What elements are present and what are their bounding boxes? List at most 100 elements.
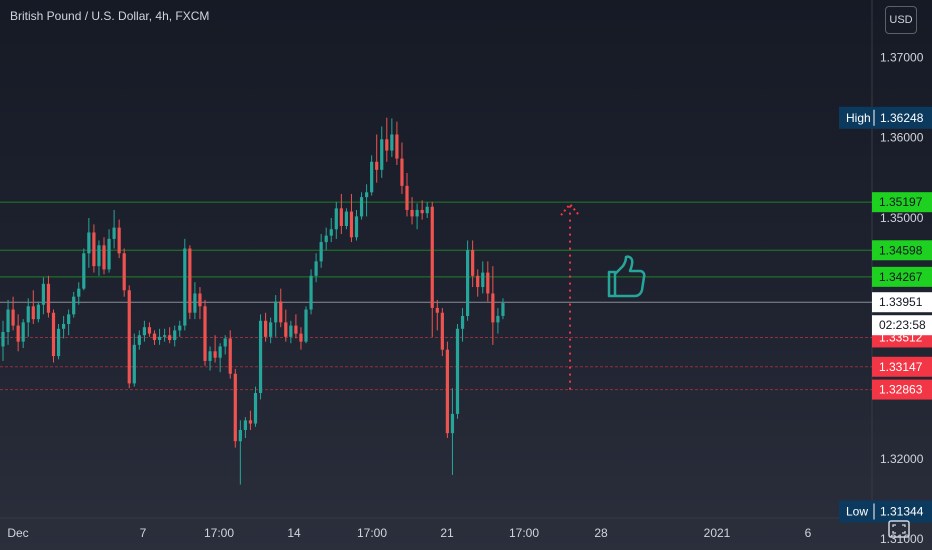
candle-body	[178, 325, 182, 331]
high-tag-bg	[839, 106, 932, 129]
candle	[117, 219, 121, 259]
candle	[476, 269, 480, 297]
countdown-tag-text: 02:23:58	[879, 318, 926, 332]
candle	[385, 117, 389, 162]
candle	[31, 290, 35, 324]
candle	[380, 126, 384, 178]
candle	[72, 291, 76, 318]
candle	[466, 240, 470, 321]
candle-body	[188, 248, 192, 313]
currency-button[interactable]: USD	[885, 6, 917, 34]
candle-body	[314, 261, 318, 276]
candle	[334, 201, 338, 239]
candle-body	[16, 325, 20, 342]
candle	[420, 200, 424, 220]
candle-body	[208, 351, 212, 361]
candle	[471, 240, 475, 288]
candle-body	[324, 235, 328, 243]
candle	[238, 420, 242, 485]
candle	[198, 287, 202, 320]
candle-body	[395, 134, 399, 159]
candle-body	[354, 216, 359, 238]
candle-body	[380, 139, 384, 170]
candle	[258, 314, 263, 400]
candle	[274, 295, 278, 337]
low-tag: Low 1.31344	[839, 500, 932, 523]
thumbs-up-icon	[607, 255, 646, 298]
candle	[218, 343, 222, 373]
candle-body	[304, 309, 308, 342]
candle	[208, 346, 212, 371]
low-tag-label: Low	[846, 505, 868, 519]
price-tick-label: 1.35000	[880, 211, 924, 225]
candle	[16, 314, 20, 352]
candle-body	[430, 206, 434, 308]
candle-body	[496, 315, 500, 323]
candle-body	[329, 229, 333, 236]
candle-body	[92, 232, 96, 267]
candle	[359, 192, 364, 220]
candle-body	[62, 323, 66, 329]
candle-body	[152, 333, 157, 341]
candle	[501, 298, 505, 320]
price-tag-resistance: 1.34598	[872, 240, 932, 261]
candle	[390, 118, 394, 157]
candle-body	[450, 413, 455, 434]
candle-body	[319, 242, 323, 262]
candle	[87, 217, 91, 268]
candle-body	[67, 314, 71, 324]
chart-title: British Pound / U.S. Dollar, 4h, FXCM	[10, 9, 210, 23]
price-tag-resistance-bg	[872, 266, 932, 287]
candle-body	[147, 327, 152, 334]
candle	[67, 309, 71, 336]
candle-body	[253, 393, 258, 424]
candle	[97, 240, 101, 276]
candle-body	[425, 206, 429, 214]
candle-body	[127, 290, 131, 384]
candle	[425, 201, 429, 218]
candle-body	[168, 335, 172, 341]
countdown-tag-bg	[872, 315, 932, 336]
candle-body	[491, 293, 495, 323]
candle	[92, 224, 96, 273]
candle-body	[97, 245, 101, 267]
candle	[410, 197, 414, 225]
candle-body	[481, 272, 485, 288]
price-tag-current-text: 1.33951	[879, 295, 923, 309]
candle-body	[117, 227, 121, 254]
candle-body	[122, 253, 126, 291]
candle-body	[410, 209, 414, 217]
candle-body	[415, 209, 419, 217]
candle-body	[269, 322, 273, 337]
candle	[304, 306, 308, 344]
candle-body	[334, 208, 338, 230]
candle-body	[264, 320, 268, 337]
candle	[188, 245, 192, 320]
candle	[56, 323, 61, 360]
candle	[314, 253, 318, 283]
price-tick-label: 1.31000	[880, 532, 924, 546]
candle	[455, 323, 460, 419]
candle	[415, 203, 419, 230]
candle-body	[420, 209, 424, 214]
fullscreen-icon[interactable]	[888, 520, 910, 538]
candle	[107, 229, 111, 273]
candle-body	[31, 306, 35, 320]
candle-body	[476, 275, 480, 288]
candle	[460, 307, 465, 342]
candle	[339, 193, 343, 235]
candle-body	[163, 335, 167, 337]
candle-body	[72, 296, 76, 315]
candle	[51, 309, 56, 363]
candle-body	[455, 328, 460, 414]
candle-body	[435, 307, 439, 313]
candle-body	[370, 161, 374, 193]
candle	[294, 314, 298, 339]
candle	[395, 121, 399, 165]
candle-body	[193, 293, 197, 313]
candle-body	[157, 336, 162, 341]
candle-body	[460, 315, 465, 329]
candle	[82, 248, 86, 291]
price-tick-label: 1.37000	[880, 50, 924, 64]
